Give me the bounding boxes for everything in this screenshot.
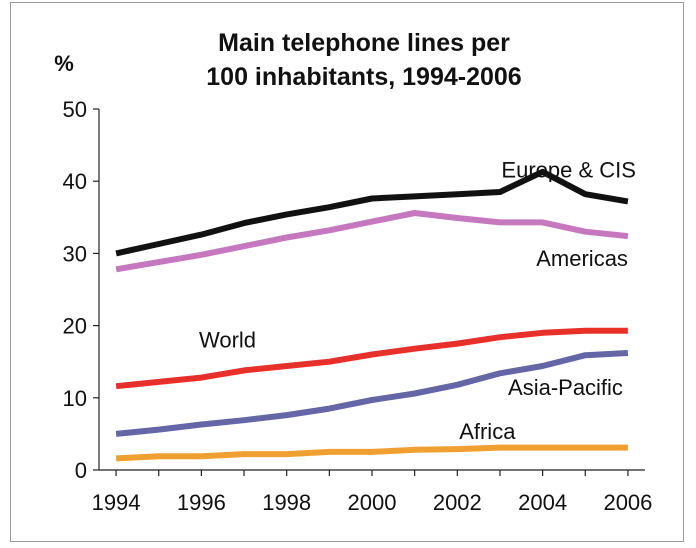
- y-tick-label: 0: [75, 458, 87, 483]
- series-line-world: [115, 327, 628, 390]
- x-tick-label: 2002: [433, 490, 482, 515]
- y-tick-label: 10: [63, 386, 87, 411]
- series-line-africa: [115, 444, 628, 462]
- y-tick-label: 30: [63, 241, 87, 266]
- chart-title-line-2: 100 inhabitants, 1994-2006: [206, 63, 521, 91]
- x-tick-label: 2000: [348, 490, 397, 515]
- series-line-asia-pacific: [115, 350, 629, 437]
- axes: [93, 108, 645, 476]
- x-tick-label: 2004: [518, 490, 567, 515]
- series-label-africa: Africa: [459, 419, 516, 444]
- series-lines: [115, 168, 629, 462]
- y-tick-label: 50: [63, 97, 87, 122]
- series-line-europe-cis: [115, 168, 629, 257]
- tick-labels: 0 10 20 30 40 50 1994 1996 1998 2000 2002 2004 2006: [63, 97, 653, 515]
- series-label-europe-cis: Europe & CIS: [501, 157, 636, 182]
- y-tick-label: 20: [63, 314, 87, 339]
- chart-title: Main telephone lines per 100 inhabitants…: [206, 29, 521, 91]
- x-tick-label: 1994: [92, 490, 141, 515]
- y-tick-label: 40: [63, 169, 87, 194]
- x-tick-label: 1998: [262, 490, 311, 515]
- series-label-americas: Americas: [536, 246, 628, 271]
- y-axis-unit-label: %: [54, 51, 74, 76]
- x-tick-label: 2006: [603, 490, 652, 515]
- series-label-world: World: [199, 327, 256, 352]
- chart-frame: Main telephone lines per 100 inhabitants…: [10, 2, 684, 542]
- series-line-americas: [115, 210, 629, 273]
- series-label-asia-pacific: Asia-Pacific: [508, 375, 623, 400]
- chart-title-line-1: Main telephone lines per: [218, 29, 510, 57]
- series-labels: Europe & CIS Americas World Asia-Pacific Afr…: [199, 157, 636, 444]
- line-chart: Main telephone lines per 100 inhabitants…: [54, 29, 653, 515]
- x-tick-label: 1996: [177, 490, 226, 515]
